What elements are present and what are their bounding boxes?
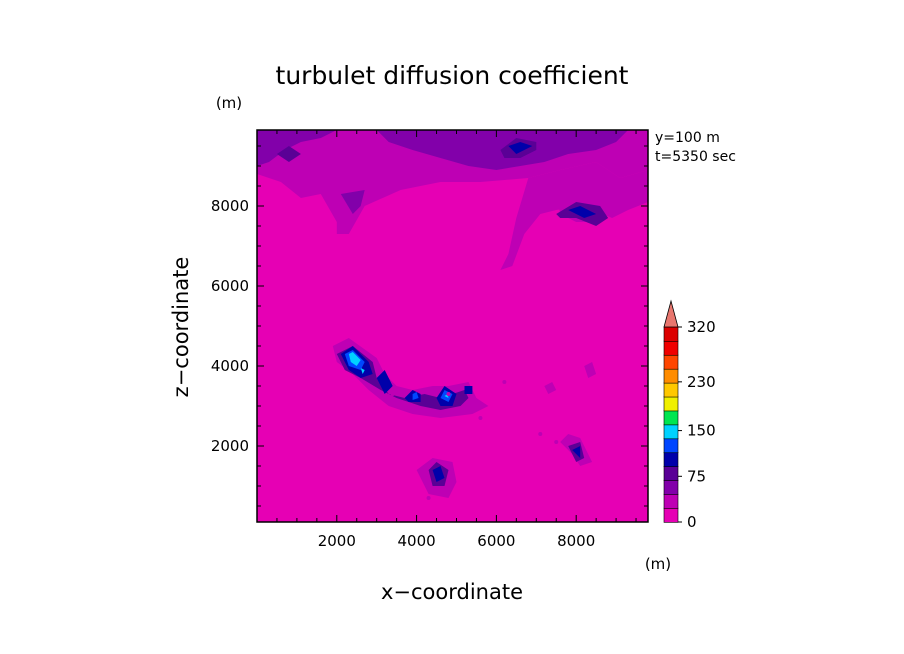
colorbar-tick-label: 320 bbox=[687, 318, 716, 336]
x-unit-label: (m) bbox=[645, 555, 671, 573]
colorbar-swatch bbox=[663, 382, 679, 398]
x-tick-label: 2000 bbox=[318, 532, 356, 550]
contour-region bbox=[257, 130, 337, 166]
contour-speck bbox=[446, 392, 451, 396]
colorbar-swatch bbox=[663, 507, 679, 523]
contour-speck bbox=[390, 392, 395, 396]
contour-region bbox=[508, 142, 533, 154]
y-axis-label: z−coordinate bbox=[169, 257, 193, 398]
annotation-y: y=100 m bbox=[655, 130, 720, 146]
contour-speck bbox=[554, 440, 559, 444]
contour-region bbox=[348, 352, 361, 366]
contour-region bbox=[336, 346, 469, 410]
contour-region bbox=[432, 466, 445, 482]
colorbar-swatch bbox=[663, 340, 679, 356]
colorbar-swatch bbox=[663, 368, 679, 384]
colorbar-swatch bbox=[663, 424, 679, 440]
contour-region bbox=[464, 386, 473, 394]
y-tick-label: 2000 bbox=[211, 437, 249, 455]
contour-region bbox=[412, 392, 419, 400]
y-tick-label: 4000 bbox=[211, 357, 249, 375]
x-tick-label: 8000 bbox=[557, 532, 595, 550]
x-axis-label: x−coordinate bbox=[381, 580, 523, 604]
x-tick-label: 6000 bbox=[477, 532, 515, 550]
colorbar-tick-label: 230 bbox=[687, 373, 716, 391]
contour-region bbox=[568, 206, 597, 218]
colorbar-swatch bbox=[663, 396, 679, 412]
chart-title: turbulet diffusion coefficient bbox=[276, 61, 629, 90]
contour-region bbox=[360, 368, 365, 374]
contour-region bbox=[572, 446, 581, 458]
annotation-t: t=5350 sec bbox=[655, 149, 736, 165]
contour-region bbox=[340, 190, 365, 214]
y-tick-label: 8000 bbox=[211, 197, 249, 215]
colorbar: 0 75 150 230 320 bbox=[663, 299, 716, 531]
contour-specks bbox=[390, 380, 559, 500]
colorbar-swatch bbox=[663, 410, 679, 426]
colorbar-tick-label: 75 bbox=[687, 467, 706, 485]
colorbar-tick-label: 0 bbox=[687, 513, 697, 531]
colorbar-swatch bbox=[663, 493, 679, 509]
contour-region bbox=[376, 370, 393, 394]
axes: 2000 4000 6000 8000 2000 4000 6000 8000 bbox=[211, 130, 648, 550]
colorbar-swatch bbox=[663, 465, 679, 481]
y-tick-label: 6000 bbox=[211, 277, 249, 295]
contour-region bbox=[500, 162, 648, 270]
colorbar-swatch bbox=[663, 354, 679, 370]
colorbar-tick-label: 150 bbox=[687, 422, 716, 440]
contour-region bbox=[276, 146, 301, 162]
contour-speck bbox=[502, 380, 507, 384]
colorbar-extend-arrow bbox=[663, 299, 679, 328]
colorbar-swatch bbox=[663, 479, 679, 495]
contour-region bbox=[584, 362, 597, 378]
y-unit-label: (m) bbox=[216, 94, 242, 112]
x-tick-label: 4000 bbox=[397, 532, 435, 550]
contour-speck bbox=[426, 496, 431, 500]
contour-speck bbox=[538, 432, 543, 436]
colorbar-swatch bbox=[663, 438, 679, 454]
colorbar-swatch bbox=[663, 326, 679, 342]
colorbar-swatch bbox=[663, 452, 679, 467]
contour-speck bbox=[478, 416, 483, 420]
contour-fields bbox=[257, 130, 648, 498]
contour-region bbox=[544, 382, 557, 394]
